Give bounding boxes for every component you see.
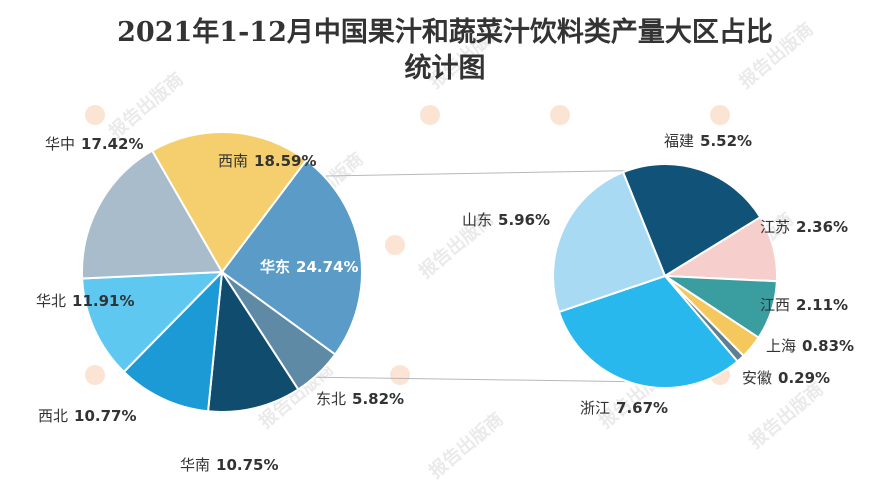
connector-line-top <box>325 169 666 177</box>
main-pie-label-5-value: 17.42% <box>81 135 143 153</box>
main-pie-label-3: 西北 10.77% <box>38 407 137 425</box>
sub-pie-label-5: 浙江 7.67% <box>580 399 668 417</box>
main-pie-slice-0 <box>220 158 363 356</box>
main-pie-label-3-value: 10.77% <box>74 407 136 425</box>
sub-pie-label-3-value: 0.83% <box>802 337 854 355</box>
main-pie-slice-4 <box>81 270 225 374</box>
watermark-logo-icon <box>710 105 730 125</box>
sub-pie-label-6-value: 5.96% <box>498 211 550 229</box>
watermark-logo-icon <box>420 105 440 125</box>
main-pie-label-1-value: 5.82% <box>352 390 404 408</box>
connector-line-bottom <box>299 376 656 383</box>
sub-pie-label-1-value: 2.36% <box>796 218 848 236</box>
watermark-logo-icon <box>85 365 105 385</box>
main-pie-label-4-value: 11.91% <box>72 292 134 310</box>
sub-pie-label-6: 山东 5.96% <box>462 211 550 229</box>
main-pie-label-2-name: 华南 <box>180 456 210 474</box>
main-pie-label-2: 华南 10.75% <box>180 456 279 474</box>
sub-pie-label-0-value: 5.52% <box>700 132 752 150</box>
main-pie-label-1: 东北 5.82% <box>316 390 404 408</box>
watermark-logo-icon <box>390 365 410 385</box>
main-pie-label-3-name: 西北 <box>38 407 68 425</box>
watermark-text: 报告出版商 <box>425 408 508 483</box>
sub-pie <box>552 163 778 389</box>
watermark-text: 报告出版商 <box>105 68 188 143</box>
main-pie-label-6-name: 西南 <box>218 152 248 170</box>
main-pie-label-0-value: 24.74% <box>296 258 358 276</box>
main-pie-label-4-name: 华北 <box>36 292 66 310</box>
main-pie-slice-6 <box>150 131 308 274</box>
main-pie-slice-2 <box>206 269 300 413</box>
main-pie-slice-5 <box>81 149 224 280</box>
sub-pie-label-4-name: 安徽 <box>742 369 772 387</box>
sub-pie-label-4: 安徽 0.29% <box>742 369 830 387</box>
sub-pie-slice-5 <box>557 274 739 389</box>
watermark-text: 报告出版商 <box>745 378 828 453</box>
main-pie-label-0-name: 华东 <box>260 258 290 276</box>
watermark-logo-icon <box>550 105 570 125</box>
main-pie-label-2-value: 10.75% <box>216 456 278 474</box>
sub-pie-label-6-name: 山东 <box>462 211 492 229</box>
sub-pie-label-0-name: 福建 <box>664 132 694 150</box>
sub-pie-label-2: 江西 2.11% <box>760 296 848 314</box>
slice-labels: 华东 24.74%东北 5.82%华南 10.75%西北 10.77%华北 11.91%华… <box>36 132 854 474</box>
main-pie-label-6-value: 18.59% <box>254 152 316 170</box>
watermark-logo-icon <box>85 105 105 125</box>
sub-pie-label-0: 福建 5.52% <box>664 132 752 150</box>
chart-title-line-2: 统计图 <box>405 52 486 84</box>
sub-pie-label-2-name: 江西 <box>760 296 790 314</box>
main-pie-label-1-name: 东北 <box>316 390 346 408</box>
sub-pie-slice-6 <box>552 170 667 314</box>
sub-pie-label-1-name: 江苏 <box>760 218 790 236</box>
main-pie-label-5: 华中 17.42% <box>45 135 144 153</box>
sub-pie-label-5-value: 7.67% <box>616 399 668 417</box>
sub-pie-label-3: 上海 0.83% <box>766 337 854 355</box>
sub-pie-label-2-value: 2.11% <box>796 296 848 314</box>
sub-pie-label-1: 江苏 2.36% <box>760 218 848 236</box>
sub-pie-slice-0 <box>621 163 762 278</box>
main-pie-label-5-name: 华中 <box>45 135 75 153</box>
main-pie-label-0: 华东 24.74% <box>260 258 359 276</box>
sub-pie-label-5-name: 浙江 <box>580 399 610 417</box>
main-pie-label-6: 西南 18.59% <box>218 152 317 170</box>
main-pie <box>81 131 363 413</box>
sub-pie-label-4-value: 0.29% <box>778 369 830 387</box>
chart-title-line-1: 2021年1-12月中国果汁和蔬菜汁饮料类产量大区占比 <box>117 16 773 48</box>
main-pie-label-4: 华北 11.91% <box>36 292 135 310</box>
sub-pie-label-3-name: 上海 <box>766 337 796 355</box>
main-pie-slice-3 <box>122 269 224 413</box>
watermark-logo-icon <box>385 235 405 255</box>
